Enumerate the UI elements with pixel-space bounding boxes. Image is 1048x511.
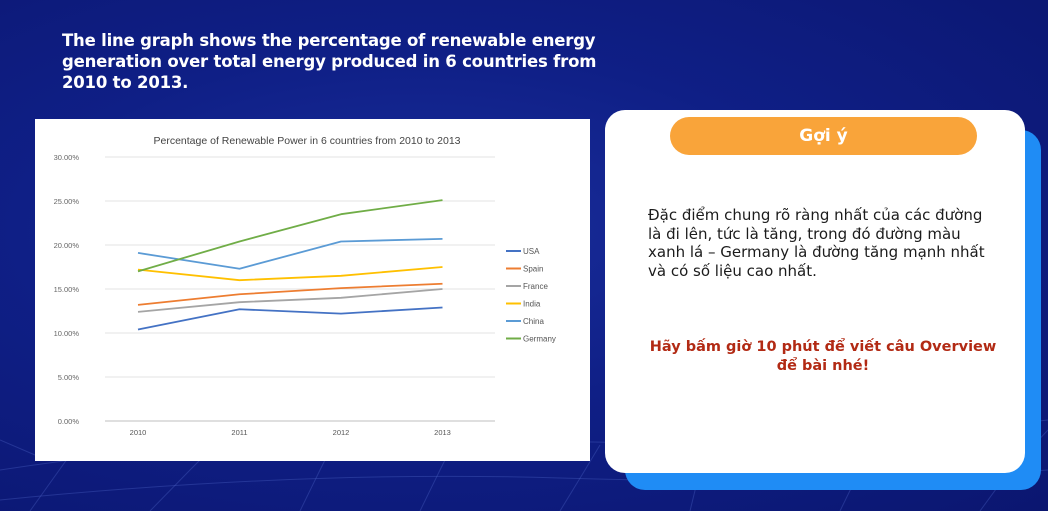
- y-tick-label: 30.00%: [54, 153, 80, 162]
- legend-label-china: China: [523, 317, 544, 326]
- line-chart: Percentage of Renewable Power in 6 count…: [54, 135, 556, 437]
- series-line-spain: [137, 282, 443, 306]
- legend-label-india: India: [523, 300, 541, 309]
- x-tick-label: 2013: [434, 428, 451, 437]
- legend-label-germany: Germany: [523, 335, 556, 344]
- series-line-china: [137, 237, 443, 270]
- y-tick-label: 20.00%: [54, 241, 80, 250]
- hint-title-pill: Gợi ý: [670, 117, 977, 155]
- y-tick-label: 25.00%: [54, 197, 80, 206]
- y-tick-label: 15.00%: [54, 285, 80, 294]
- legend-label-france: France: [523, 282, 548, 291]
- legend-label-usa: USA: [523, 247, 540, 256]
- x-tick-label: 2010: [130, 428, 147, 437]
- series-line-india: [137, 266, 443, 282]
- y-tick-label: 10.00%: [54, 329, 80, 338]
- series-line-france: [137, 288, 443, 313]
- cta-text: Hãy bấm giờ 10 phút để viết câu Overview…: [649, 339, 997, 374]
- chart-title: Percentage of Renewable Power in 6 count…: [153, 135, 460, 147]
- hint-text: Đặc điểm chung rõ ràng nhất của các đườn…: [648, 206, 985, 280]
- series-line-germany: [137, 199, 443, 273]
- chart-container: Percentage of Renewable Power in 6 count…: [35, 119, 590, 461]
- hint-card: Gợi ý Đặc điểm chung rõ ràng nhất của cá…: [605, 110, 1025, 473]
- legend-label-spain: Spain: [523, 265, 543, 274]
- intro-text: The line graph shows the percentage of r…: [62, 31, 597, 92]
- x-tick-label: 2011: [231, 428, 247, 437]
- series-line-usa: [137, 306, 443, 331]
- x-tick-label: 2012: [333, 428, 350, 437]
- y-tick-label: 5.00%: [58, 373, 80, 382]
- y-tick-label: 0.00%: [58, 417, 80, 426]
